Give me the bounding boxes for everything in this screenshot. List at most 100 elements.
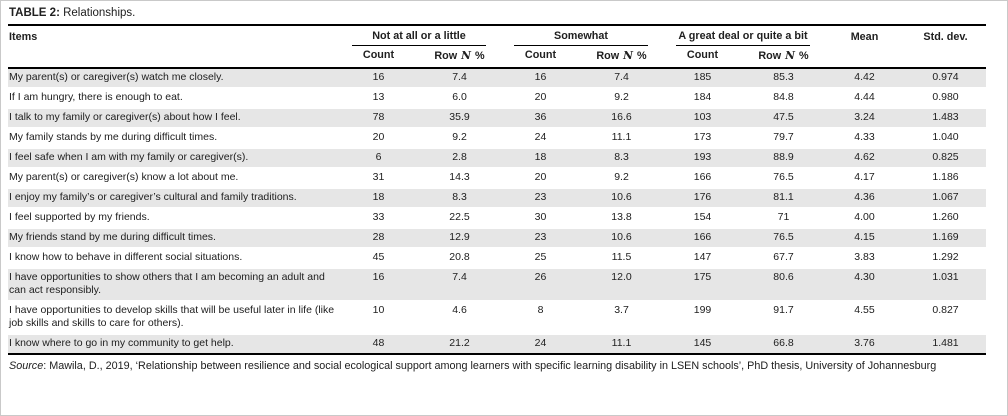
value-cell: 7.4 — [452, 271, 467, 283]
table-row: If I am hungry, there is enough to eat. 1… — [8, 88, 986, 108]
value-cell: 4.62 — [854, 151, 875, 163]
item-label: My family stands by me during difficult … — [9, 131, 218, 143]
source-text: : Mawila, D., 2019, ‘Relationship betwee… — [43, 360, 937, 372]
table-number-label: TABLE 2: — [9, 7, 60, 19]
item-label: If I am hungry, there is enough to eat. — [9, 91, 183, 103]
value-cell: 103 — [693, 111, 712, 123]
value-cell: 21.2 — [449, 337, 470, 349]
value-cell: 76.5 — [773, 171, 794, 183]
value-cell: 24 — [534, 337, 547, 349]
italic-n: N — [785, 49, 796, 62]
table-row: I feel safe when I am with my family or … — [8, 148, 986, 168]
value-cell: 7.4 — [614, 71, 629, 83]
col-header-row-n: Row N % — [434, 49, 485, 62]
value-cell: 23 — [534, 191, 547, 203]
italic-n: N — [461, 49, 472, 62]
value-cell: 10.6 — [611, 231, 632, 243]
col-group-not-at-all: Not at all or a little — [338, 25, 500, 46]
value-cell: 20.8 — [449, 251, 470, 263]
value-cell: 3.83 — [854, 251, 875, 263]
value-cell: 11.1 — [611, 337, 632, 349]
value-cell: 1.186 — [932, 171, 959, 183]
value-cell: 4.42 — [854, 71, 875, 83]
value-cell: 147 — [693, 251, 712, 263]
value-cell: 33 — [372, 211, 385, 223]
value-cell: 4.6 — [452, 304, 467, 316]
col-header-count: Count — [362, 49, 395, 61]
value-cell: 35.9 — [449, 111, 470, 123]
source-note: Source: Mawila, D., 2019, ‘Relationship … — [8, 355, 984, 373]
value-cell: 80.6 — [773, 271, 794, 283]
value-cell: 4.15 — [854, 231, 875, 243]
value-cell: 76.5 — [773, 231, 794, 243]
value-cell: 4.36 — [854, 191, 875, 203]
value-cell: 4.17 — [854, 171, 875, 183]
value-cell: 13 — [372, 91, 385, 103]
value-cell: 16.6 — [611, 111, 632, 123]
value-cell: 16 — [372, 271, 385, 283]
item-label: My friends stand by me during difficult … — [9, 231, 216, 243]
value-cell: 20 — [534, 171, 547, 183]
value-cell: 2.8 — [452, 151, 467, 163]
col-header-std-dev: Std. dev. — [923, 31, 968, 43]
value-cell: 11.5 — [611, 251, 632, 263]
value-cell: 1.483 — [932, 111, 959, 123]
value-cell: 9.2 — [614, 91, 629, 103]
value-cell: 0.825 — [932, 151, 959, 163]
value-cell: 13.8 — [611, 211, 632, 223]
value-cell: 145 — [693, 337, 712, 349]
value-cell: 166 — [693, 231, 712, 243]
value-cell: 85.3 — [773, 71, 794, 83]
table-row: I have opportunities to develop skills t… — [8, 301, 986, 334]
value-cell: 4.55 — [854, 304, 875, 316]
value-cell: 30 — [534, 211, 547, 223]
value-cell: 18 — [534, 151, 547, 163]
value-cell: 1.292 — [932, 251, 959, 263]
value-cell: 3.24 — [854, 111, 875, 123]
item-label: I have opportunities to show others that… — [9, 271, 325, 296]
value-cell: 48 — [372, 337, 385, 349]
value-cell: 6.0 — [452, 91, 467, 103]
value-cell: 91.7 — [773, 304, 794, 316]
value-cell: 20 — [534, 91, 547, 103]
table-row: My parent(s) or caregiver(s) know a lot … — [8, 168, 986, 188]
value-cell: 0.974 — [932, 71, 959, 83]
table-row: I talk to my family or caregiver(s) abou… — [8, 108, 986, 128]
value-cell: 4.44 — [854, 91, 875, 103]
value-cell: 184 — [693, 91, 712, 103]
value-cell: 0.980 — [932, 91, 959, 103]
table-row: I know where to go in my community to ge… — [8, 334, 986, 354]
value-cell: 88.9 — [773, 151, 794, 163]
value-cell: 67.7 — [773, 251, 794, 263]
value-cell: 71 — [777, 211, 790, 223]
page: TABLE 2: Relationships. Items Not at all… — [1, 1, 1007, 373]
value-cell: 66.8 — [773, 337, 794, 349]
value-cell: 9.2 — [452, 131, 467, 143]
source-label: Source — [9, 360, 44, 372]
value-cell: 3.7 — [614, 304, 629, 316]
value-cell: 4.00 — [854, 211, 875, 223]
value-cell: 175 — [693, 271, 712, 283]
value-cell: 1.481 — [932, 337, 959, 349]
value-cell: 6 — [375, 151, 382, 163]
item-label: I feel safe when I am with my family or … — [9, 151, 249, 163]
col-header-items: Items — [9, 31, 38, 43]
value-cell: 173 — [693, 131, 712, 143]
value-cell: 10.6 — [611, 191, 632, 203]
value-cell: 84.8 — [773, 91, 794, 103]
value-cell: 3.76 — [854, 337, 875, 349]
col-header-count: Count — [686, 49, 719, 61]
value-cell: 1.169 — [932, 231, 959, 243]
table-body: My parent(s) or caregiver(s) watch me cl… — [8, 68, 986, 354]
col-header-row-n: Row N % — [758, 49, 809, 62]
value-cell: 12.9 — [449, 231, 470, 243]
table-row: I enjoy my family’s or caregiver’s cultu… — [8, 188, 986, 208]
value-cell: 9.2 — [614, 171, 629, 183]
value-cell: 20 — [372, 131, 385, 143]
group-label: Not at all or a little — [352, 26, 486, 46]
value-cell: 14.3 — [449, 171, 470, 183]
value-cell: 4.30 — [854, 271, 875, 283]
value-cell: 47.5 — [773, 111, 794, 123]
table-title-text: Relationships. — [59, 7, 136, 19]
item-label: I enjoy my family’s or caregiver’s cultu… — [9, 191, 297, 203]
